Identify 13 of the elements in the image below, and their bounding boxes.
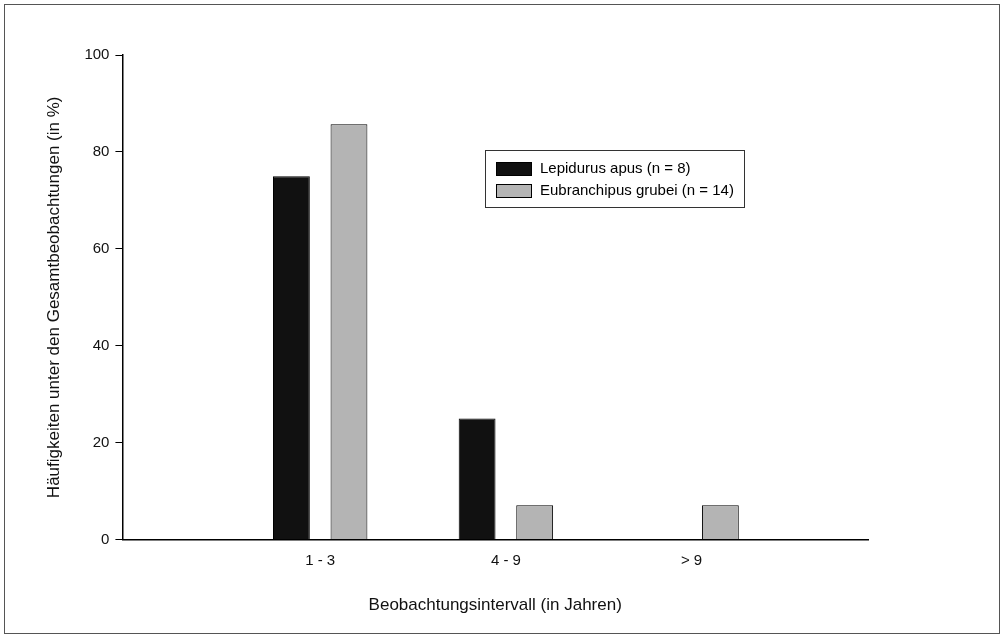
y-tick-label: 0 — [101, 529, 110, 547]
legend-label: Lepidurus apus (n = 8) — [540, 159, 691, 176]
x-tick-label: 1 - 3 — [305, 550, 336, 568]
x-axis-title: Beobachtungsintervall (in Jahren) — [368, 595, 622, 615]
y-tick-label: 40 — [92, 335, 110, 353]
y-axis-title: Häufigkeiten unter den Gesamtbeobachtungen (in %) — [43, 96, 63, 499]
y-tick-label: 20 — [92, 432, 110, 450]
x-tick-label: 4 - 9 — [490, 550, 521, 568]
y-tick-label: 60 — [92, 238, 110, 256]
legend-label: Eubranchipus grubei (n = 14) — [540, 181, 734, 198]
x-tick-label: > 9 — [680, 550, 703, 568]
y-tick-label: 100 — [84, 45, 110, 63]
y-tick-label: 80 — [92, 142, 110, 160]
